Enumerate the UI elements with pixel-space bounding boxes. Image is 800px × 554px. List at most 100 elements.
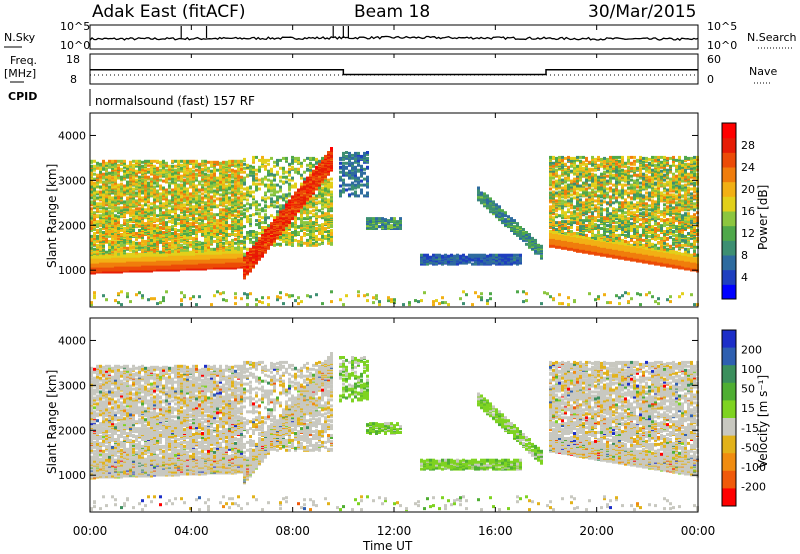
power-cell bbox=[168, 220, 171, 224]
power-cell bbox=[165, 236, 168, 240]
power-cell bbox=[288, 173, 291, 177]
power-cell bbox=[102, 175, 105, 179]
power-cell bbox=[246, 231, 249, 234]
power-cell bbox=[210, 208, 213, 212]
power-cell bbox=[123, 227, 126, 230]
power-cell bbox=[201, 159, 204, 163]
power-cell bbox=[144, 166, 147, 170]
power-cell bbox=[171, 240, 174, 244]
power-cell bbox=[114, 188, 117, 192]
power-cell bbox=[228, 183, 231, 187]
noise-ytick-bottom-right: 10^0 bbox=[707, 39, 737, 52]
power-cell bbox=[147, 200, 150, 204]
cpid-text: normalsound (fast) 157 RF bbox=[95, 94, 255, 108]
power-cell bbox=[291, 294, 294, 298]
power-cell bbox=[231, 193, 234, 197]
power-cell bbox=[105, 163, 108, 167]
power-cell bbox=[141, 199, 144, 203]
power-cell bbox=[129, 238, 132, 242]
power-cell bbox=[207, 182, 210, 186]
power-cell bbox=[132, 240, 135, 244]
power-cell bbox=[123, 238, 126, 242]
power-cell bbox=[210, 232, 213, 235]
power-cell bbox=[144, 200, 147, 204]
power-cell bbox=[135, 207, 138, 211]
power-cell bbox=[90, 190, 93, 194]
power-cell bbox=[117, 211, 120, 215]
power-cell bbox=[294, 182, 297, 186]
power-cell bbox=[159, 226, 162, 229]
power-cell bbox=[132, 182, 135, 186]
power-cell bbox=[294, 158, 297, 162]
power-cell bbox=[156, 233, 159, 237]
power-cell bbox=[105, 207, 108, 211]
power-cell bbox=[144, 195, 147, 199]
power-cell bbox=[189, 180, 192, 184]
power-cell bbox=[213, 195, 216, 199]
power-cell bbox=[195, 225, 198, 229]
power-cell bbox=[195, 303, 198, 307]
power-cell bbox=[174, 189, 177, 193]
power-cell bbox=[186, 210, 189, 214]
power-cell bbox=[147, 246, 150, 250]
power-cell bbox=[264, 216, 267, 220]
power-cell bbox=[219, 292, 222, 296]
power-cell bbox=[330, 225, 333, 229]
power-cell bbox=[156, 302, 159, 306]
power-cell bbox=[318, 200, 321, 204]
power-cell bbox=[222, 213, 225, 217]
power-cell bbox=[201, 241, 204, 245]
power-cell bbox=[105, 177, 108, 181]
power-cell bbox=[150, 166, 153, 170]
power-cell bbox=[204, 168, 207, 172]
power-cell bbox=[255, 204, 258, 208]
power-cell bbox=[126, 180, 129, 184]
power-cell bbox=[195, 248, 198, 252]
power-cell bbox=[237, 212, 240, 216]
power-cell bbox=[159, 301, 162, 305]
power-cell bbox=[186, 218, 189, 222]
power-cell bbox=[183, 216, 186, 220]
power-cell bbox=[288, 226, 291, 229]
power-cell bbox=[93, 177, 96, 181]
power-cell bbox=[243, 182, 246, 186]
power-cell bbox=[93, 225, 96, 229]
power-cell bbox=[147, 189, 150, 193]
power-cell bbox=[90, 184, 93, 188]
power-cell bbox=[324, 218, 327, 222]
power-cell bbox=[216, 197, 219, 201]
power-cell bbox=[285, 231, 288, 234]
power-cell bbox=[105, 194, 108, 198]
power-cell bbox=[243, 246, 246, 250]
power-cell bbox=[123, 205, 126, 209]
power-cell bbox=[162, 213, 165, 217]
power-cell bbox=[150, 238, 153, 242]
power-cell bbox=[327, 202, 330, 206]
power-cell bbox=[249, 222, 252, 226]
noise-line bbox=[89, 35, 699, 41]
power-cell bbox=[108, 181, 111, 185]
power-cell bbox=[147, 184, 150, 188]
power-cell bbox=[138, 178, 141, 182]
power-cell bbox=[168, 190, 171, 194]
power-cell bbox=[93, 294, 96, 298]
power-cell bbox=[225, 229, 228, 232]
power-cell bbox=[237, 239, 240, 243]
power-cell bbox=[309, 196, 312, 200]
power-cell bbox=[258, 178, 261, 182]
power-cell bbox=[99, 234, 102, 238]
power-cell bbox=[177, 167, 180, 171]
power-cell bbox=[99, 214, 102, 218]
power-cell bbox=[126, 292, 129, 296]
power-cell bbox=[252, 213, 255, 217]
power-cell bbox=[90, 246, 93, 250]
power-cell bbox=[132, 232, 135, 235]
power-cell bbox=[261, 160, 264, 164]
power-cell bbox=[189, 200, 192, 204]
power-cell bbox=[237, 245, 240, 249]
power-cell bbox=[234, 302, 237, 306]
power-cell bbox=[327, 233, 330, 237]
nave-ytick-bottom: 0 bbox=[707, 73, 714, 86]
power-cell bbox=[294, 167, 297, 171]
power-cell bbox=[315, 227, 318, 230]
